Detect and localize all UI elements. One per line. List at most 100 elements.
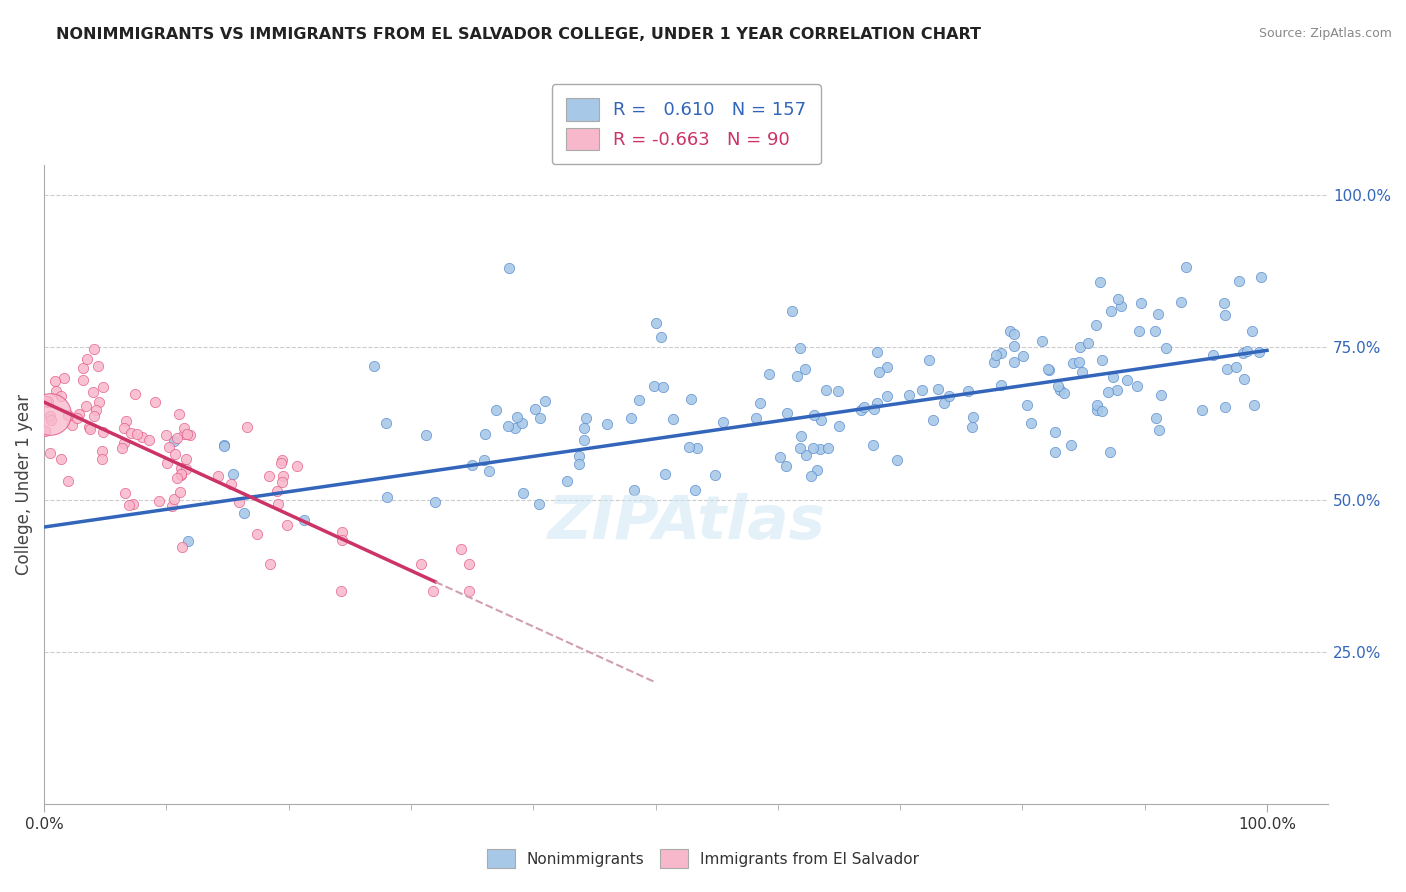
Point [619,410,641,425]
Point [503,421,526,435]
Point [1227,275,1250,289]
Point [176,426,198,441]
Point [704,467,727,482]
Point [56,475,79,489]
Point [827,384,849,398]
Point [984,348,1007,362]
Point [1091,404,1114,418]
Point [66,410,89,425]
Point [1038,363,1060,377]
Point [270,475,292,489]
Point [932,395,955,409]
Point [1232,346,1254,360]
Point [259,469,281,483]
Point [1149,423,1171,437]
Point [173,420,195,434]
Point [89,394,111,409]
Point [1107,292,1129,306]
Point [1091,353,1114,368]
Point [990,378,1012,392]
Point [38,409,60,424]
Point [179,427,201,442]
Point [266,484,288,499]
Point [115,414,138,428]
Point [512,486,534,500]
Point [166,431,188,445]
Point [330,584,353,599]
Point [868,365,890,379]
Point [79,421,101,435]
Point [478,464,501,478]
Point [169,460,191,475]
Point [45,384,67,398]
Point [918,353,941,368]
Point [84,403,107,417]
Point [271,469,294,483]
Point [1128,325,1150,339]
Point [749,396,772,410]
Point [794,448,817,462]
Point [1243,398,1265,412]
Point [1233,371,1256,385]
Point [650,330,672,344]
Legend: Nonimmigrants, Immigrants from El Salvador: Nonimmigrants, Immigrants from El Salvad… [479,841,927,875]
Point [862,438,884,452]
Point [111,442,134,456]
Point [246,527,269,541]
Point [72,373,94,387]
Point [1098,445,1121,459]
Point [1097,384,1119,399]
Text: NONIMMIGRANTS VS IMMIGRANTS FROM EL SALVADOR COLLEGE, UNDER 1 YEAR CORRELATION C: NONIMMIGRANTS VS IMMIGRANTS FROM EL SALV… [56,27,981,42]
Point [789,341,811,355]
Point [990,346,1012,360]
Point [212,438,235,452]
Point [375,416,398,430]
Point [1019,416,1042,430]
Point [1144,410,1167,425]
Point [1038,362,1060,376]
Point [409,557,432,571]
Point [745,411,768,425]
Point [1116,373,1139,387]
Point [458,558,481,572]
Point [77,419,100,434]
Point [628,392,651,407]
Point [1247,345,1270,359]
Point [529,411,551,425]
Point [1150,387,1173,401]
Point [572,433,595,447]
Point [768,450,790,465]
Point [1191,403,1213,417]
Point [623,483,645,497]
Point [39,446,62,460]
Point [815,383,838,397]
Point [330,525,353,540]
Point [87,359,110,373]
Point [212,439,235,453]
Point [1067,354,1090,368]
Point [523,402,546,417]
Point [52,371,75,385]
Point [83,409,105,423]
Point [91,451,114,466]
Point [219,477,242,491]
Point [808,442,831,457]
Point [1146,307,1168,321]
Point [125,427,148,442]
Point [575,411,598,425]
Point [120,425,142,440]
Point [60,418,83,433]
Y-axis label: College, Under 1 year: College, Under 1 year [15,394,32,575]
Point [661,412,683,426]
Point [817,441,839,455]
Point [683,483,706,497]
Point [506,410,529,425]
Point [1031,334,1053,348]
Point [422,584,444,599]
Point [1099,304,1122,318]
Point [1085,403,1108,417]
Point [90,444,112,458]
Point [644,316,666,330]
Point [927,382,949,396]
Point [1071,365,1094,379]
